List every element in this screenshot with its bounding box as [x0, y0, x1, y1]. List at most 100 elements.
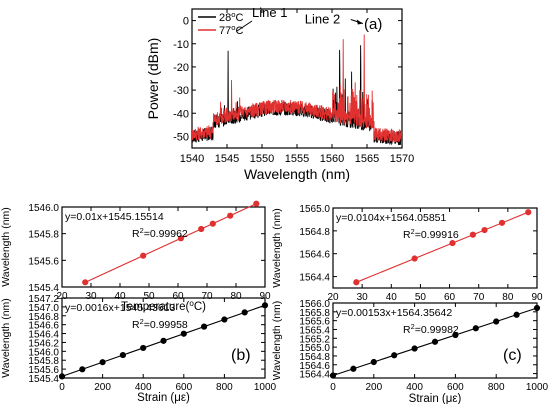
y-tick-label: 1547.0 [28, 303, 59, 314]
y-tick-label: 1564.4 [299, 370, 330, 381]
y-tick-label: 1565.0 [299, 343, 330, 354]
y-tick-label: 1546.0 [28, 347, 59, 358]
y-tick-label: 1545.6 [28, 365, 59, 376]
x-axis-title: Temperature(oC) [121, 299, 206, 314]
plot-frame [332, 207, 538, 289]
fit-equation: y=0.0016x+1545.43613 [65, 302, 176, 314]
x-tick-label: 90 [531, 292, 543, 303]
y-tick-label: 1546.0 [28, 203, 59, 214]
data-point [452, 331, 459, 339]
data-point [198, 225, 205, 233]
data-point [350, 365, 357, 372]
data-point [99, 359, 106, 366]
x-tick-label: 60 [172, 291, 184, 302]
x-tick-label: 200 [94, 382, 111, 393]
x-tick-label: 1000 [526, 382, 549, 393]
y-axis-title: Wavelength (nm) [271, 208, 283, 288]
plot-frame [61, 297, 266, 379]
y-axis-title: Power (dBm) [145, 38, 161, 120]
annotation-arrow [236, 20, 253, 32]
fit-r2: R2=0.99958 [132, 317, 188, 332]
y-tick-label: -10 [173, 39, 189, 51]
calibration-panel: 0 200 400 600 800 10001564.41564.61564.81565.… [271, 299, 549, 404]
data-point [140, 252, 147, 259]
data-point [177, 235, 184, 242]
y-tick-label: 1564.6 [299, 361, 330, 372]
data-point [221, 316, 228, 323]
x-tick-label: 50 [415, 292, 427, 303]
x-tick-label: 40 [114, 291, 126, 302]
x-tick-label: 400 [135, 382, 152, 393]
data-point [370, 358, 377, 366]
data-point [209, 220, 216, 227]
x-tick-label: 1545 [215, 153, 239, 165]
panel-label: (c) [503, 347, 522, 364]
x-tick-label: 70 [473, 292, 485, 303]
annotation-line1: Line 1 [252, 5, 287, 20]
y-axis-title: Wavelength (nm) [271, 301, 283, 381]
annotation-line2: Line 2 [305, 12, 340, 27]
x-tick-label: 80 [502, 292, 514, 303]
x-tick-label: 0 [59, 382, 65, 393]
data-point [253, 200, 260, 207]
data-point [525, 209, 532, 216]
y-tick-label: 1546.2 [28, 338, 59, 349]
y-axis-title: Wavelength (nm) [0, 207, 12, 287]
y-tick-label: 1547.2 [28, 294, 59, 305]
x-tick-label: 1550 [250, 153, 274, 165]
x-tick-label: 400 [406, 382, 423, 393]
fit-r2: R2=0.99916 [403, 227, 459, 242]
legend-label: 77oC [219, 23, 244, 38]
data-point [411, 255, 418, 262]
panel-label: (a) [364, 16, 382, 33]
y-tick-label: 1565.8 [299, 308, 330, 319]
x-axis-title: Wavelength (nm) [244, 166, 350, 182]
data-point [469, 231, 476, 238]
data-point [481, 226, 488, 234]
x-tick-label: 90 [259, 291, 271, 302]
data-point [411, 345, 418, 352]
data-point [329, 372, 337, 379]
data-point [119, 351, 127, 359]
data-point [140, 344, 147, 352]
x-tick-label: 1555 [285, 153, 309, 165]
plot-frame [61, 206, 266, 288]
x-tick-label: 40 [386, 292, 398, 303]
data-point [493, 318, 500, 325]
x-tick-label: 50 [143, 291, 155, 302]
x-tick-label: 60 [444, 292, 456, 303]
x-tick-label: 80 [230, 291, 242, 302]
x-tick-label: 1540 [180, 153, 204, 165]
data-point [449, 239, 456, 247]
data-point [79, 366, 86, 373]
y-tick-label: 1564.8 [299, 352, 330, 363]
fit-r2: R2=0.99962 [132, 226, 188, 241]
fit-equation: y=0.00153x+1564.35642 [336, 307, 452, 319]
y-tick-label: -30 [173, 85, 189, 97]
x-tick-label: 1570 [390, 153, 414, 165]
y-tick-label: 1565.0 [299, 204, 330, 215]
y-tick-label: 1545.4 [28, 283, 59, 294]
spectrum-panel: 1540 1545 1550 1555 1560 1565 1570 -50 -40 -30 -20… [145, 5, 414, 182]
spectrum-series-line [192, 45, 402, 146]
data-point [513, 311, 520, 318]
calibration-panel: 20 30 40 50 60 70 80 90 1564.4 1564.6 1564.8 1565.0… [271, 204, 543, 303]
x-tick-label: 70 [201, 291, 213, 302]
y-tick-label: 0 [183, 16, 189, 28]
y-tick-label: 1564.6 [299, 250, 330, 261]
fit-r2: R2=0.99982 [403, 322, 459, 337]
y-tick-label: 1564.8 [299, 227, 330, 238]
data-point [261, 302, 269, 309]
data-point [353, 279, 360, 286]
spectrum-series-line [192, 34, 402, 143]
fit-equation: y=0.0104x+1564.05851 [336, 212, 447, 224]
y-tick-label: -20 [173, 62, 189, 74]
fit-equation: y=0.01x+1545.15514 [65, 211, 164, 223]
annotation-arrow-head [356, 19, 363, 25]
y-tick-label: 1545.8 [28, 230, 59, 241]
y-tick-label: 1565.6 [299, 317, 330, 328]
x-tick-label: 0 [330, 382, 336, 393]
x-tick-label: 20 [327, 292, 339, 303]
y-tick-label: 1565.2 [299, 334, 330, 345]
y-tick-label: -40 [173, 108, 189, 120]
